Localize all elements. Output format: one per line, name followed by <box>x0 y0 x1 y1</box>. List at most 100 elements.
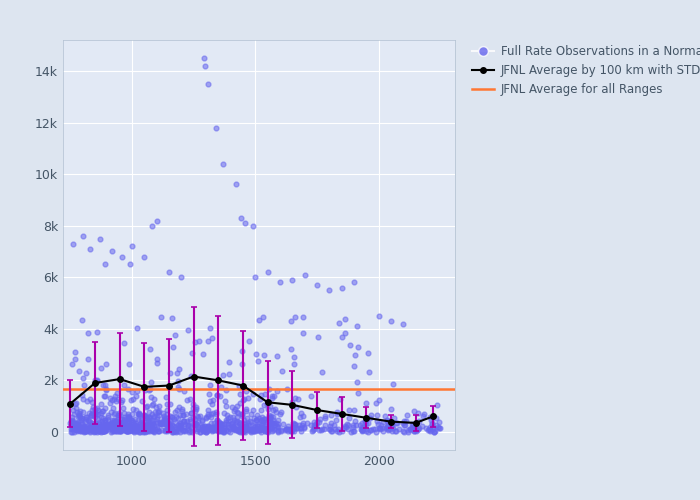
Full Rate Observations in a Normal Point <box>68 421 79 429</box>
Full Rate Observations in a Normal Point <box>417 412 428 420</box>
Full Rate Observations in a Normal Point <box>270 408 281 416</box>
Full Rate Observations in a Normal Point <box>87 419 98 427</box>
Full Rate Observations in a Normal Point <box>150 426 161 434</box>
Full Rate Observations in a Normal Point <box>312 418 323 426</box>
Full Rate Observations in a Normal Point <box>237 346 248 354</box>
Full Rate Observations in a Normal Point <box>107 426 118 434</box>
Full Rate Observations in a Normal Point <box>175 422 186 430</box>
Full Rate Observations in a Normal Point <box>197 425 208 433</box>
Full Rate Observations in a Normal Point <box>118 418 129 426</box>
Full Rate Observations in a Normal Point <box>338 424 349 432</box>
Full Rate Observations in a Normal Point <box>122 426 134 434</box>
Full Rate Observations in a Normal Point <box>200 413 211 421</box>
Full Rate Observations in a Normal Point <box>197 422 208 430</box>
Full Rate Observations in a Normal Point <box>76 414 88 422</box>
Full Rate Observations in a Normal Point <box>302 419 313 427</box>
Full Rate Observations in a Normal Point <box>88 423 99 431</box>
Full Rate Observations in a Normal Point <box>80 424 91 432</box>
Full Rate Observations in a Normal Point <box>174 428 186 436</box>
Full Rate Observations in a Normal Point <box>122 428 133 436</box>
Full Rate Observations in a Normal Point <box>76 420 88 428</box>
Full Rate Observations in a Normal Point <box>242 419 253 427</box>
Full Rate Observations in a Normal Point <box>156 420 167 428</box>
Full Rate Observations in a Normal Point <box>148 420 159 428</box>
Full Rate Observations in a Normal Point <box>134 412 145 420</box>
Full Rate Observations in a Normal Point <box>372 418 383 426</box>
Full Rate Observations in a Normal Point <box>380 424 391 432</box>
Full Rate Observations in a Normal Point <box>71 404 82 411</box>
Full Rate Observations in a Normal Point <box>127 406 139 413</box>
Full Rate Observations in a Normal Point <box>234 428 245 436</box>
Full Rate Observations in a Normal Point <box>112 396 123 404</box>
Full Rate Observations in a Normal Point <box>148 400 159 407</box>
Full Rate Observations in a Normal Point <box>148 412 160 420</box>
Full Rate Observations in a Normal Point <box>174 366 185 374</box>
Full Rate Observations in a Normal Point <box>428 423 439 431</box>
Full Rate Observations in a Normal Point <box>157 426 168 434</box>
Full Rate Observations in a Normal Point <box>148 422 160 430</box>
Full Rate Observations in a Normal Point <box>241 414 252 422</box>
Full Rate Observations in a Normal Point <box>276 408 287 416</box>
Full Rate Observations in a Normal Point <box>205 419 216 427</box>
Full Rate Observations in a Normal Point <box>137 428 148 436</box>
Full Rate Observations in a Normal Point <box>266 418 277 426</box>
Full Rate Observations in a Normal Point <box>205 425 216 433</box>
Full Rate Observations in a Normal Point <box>293 395 304 403</box>
Full Rate Observations in a Normal Point <box>411 426 422 434</box>
Full Rate Observations in a Normal Point <box>97 427 108 435</box>
Full Rate Observations in a Normal Point <box>267 416 278 424</box>
Full Rate Observations in a Normal Point <box>280 426 291 434</box>
Full Rate Observations in a Normal Point <box>221 416 232 424</box>
Full Rate Observations in a Normal Point <box>124 412 135 420</box>
Full Rate Observations in a Normal Point <box>65 424 76 432</box>
Full Rate Observations in a Normal Point <box>353 389 364 397</box>
Full Rate Observations in a Normal Point <box>184 426 195 434</box>
Full Rate Observations in a Normal Point <box>160 420 171 428</box>
Full Rate Observations in a Normal Point <box>358 424 369 432</box>
Full Rate Observations in a Normal Point <box>93 420 104 428</box>
Full Rate Observations in a Normal Point <box>93 426 104 434</box>
Full Rate Observations in a Normal Point <box>266 424 277 432</box>
Full Rate Observations in a Normal Point <box>97 420 108 428</box>
Full Rate Observations in a Normal Point <box>217 424 228 432</box>
Full Rate Observations in a Normal Point <box>433 418 444 426</box>
Full Rate Observations in a Normal Point <box>356 425 367 433</box>
Full Rate Observations in a Normal Point <box>238 428 249 436</box>
Full Rate Observations in a Normal Point <box>97 427 108 435</box>
Full Rate Observations in a Normal Point <box>88 428 99 436</box>
Full Rate Observations in a Normal Point <box>109 427 120 435</box>
Full Rate Observations in a Normal Point <box>89 422 100 430</box>
Full Rate Observations in a Normal Point <box>240 420 251 428</box>
Full Rate Observations in a Normal Point <box>116 422 127 430</box>
Full Rate Observations in a Normal Point <box>265 413 276 421</box>
Full Rate Observations in a Normal Point <box>222 420 233 428</box>
Full Rate Observations in a Normal Point <box>211 418 223 426</box>
Full Rate Observations in a Normal Point <box>218 420 230 428</box>
Full Rate Observations in a Normal Point <box>350 351 361 359</box>
Full Rate Observations in a Normal Point <box>188 414 199 422</box>
Full Rate Observations in a Normal Point <box>391 426 402 434</box>
Full Rate Observations in a Normal Point <box>242 421 253 429</box>
Full Rate Observations in a Normal Point <box>407 426 418 434</box>
Full Rate Observations in a Normal Point <box>197 422 208 430</box>
Full Rate Observations in a Normal Point <box>113 411 124 419</box>
Full Rate Observations in a Normal Point <box>253 426 264 434</box>
Full Rate Observations in a Normal Point <box>414 424 425 432</box>
Full Rate Observations in a Normal Point <box>267 413 278 421</box>
Full Rate Observations in a Normal Point <box>68 422 79 430</box>
Full Rate Observations in a Normal Point <box>139 411 150 419</box>
Full Rate Observations in a Normal Point <box>206 422 218 430</box>
Full Rate Observations in a Normal Point <box>261 426 272 434</box>
Full Rate Observations in a Normal Point <box>288 354 300 362</box>
Full Rate Observations in a Normal Point <box>198 427 209 435</box>
Full Rate Observations in a Normal Point <box>256 424 267 432</box>
Full Rate Observations in a Normal Point <box>122 423 134 431</box>
Full Rate Observations in a Normal Point <box>258 417 269 425</box>
Full Rate Observations in a Normal Point <box>290 394 301 402</box>
Full Rate Observations in a Normal Point <box>167 420 178 428</box>
Full Rate Observations in a Normal Point <box>424 426 435 434</box>
Full Rate Observations in a Normal Point <box>247 428 258 436</box>
Full Rate Observations in a Normal Point <box>265 419 276 427</box>
Full Rate Observations in a Normal Point <box>99 392 110 400</box>
Full Rate Observations in a Normal Point <box>348 423 359 431</box>
